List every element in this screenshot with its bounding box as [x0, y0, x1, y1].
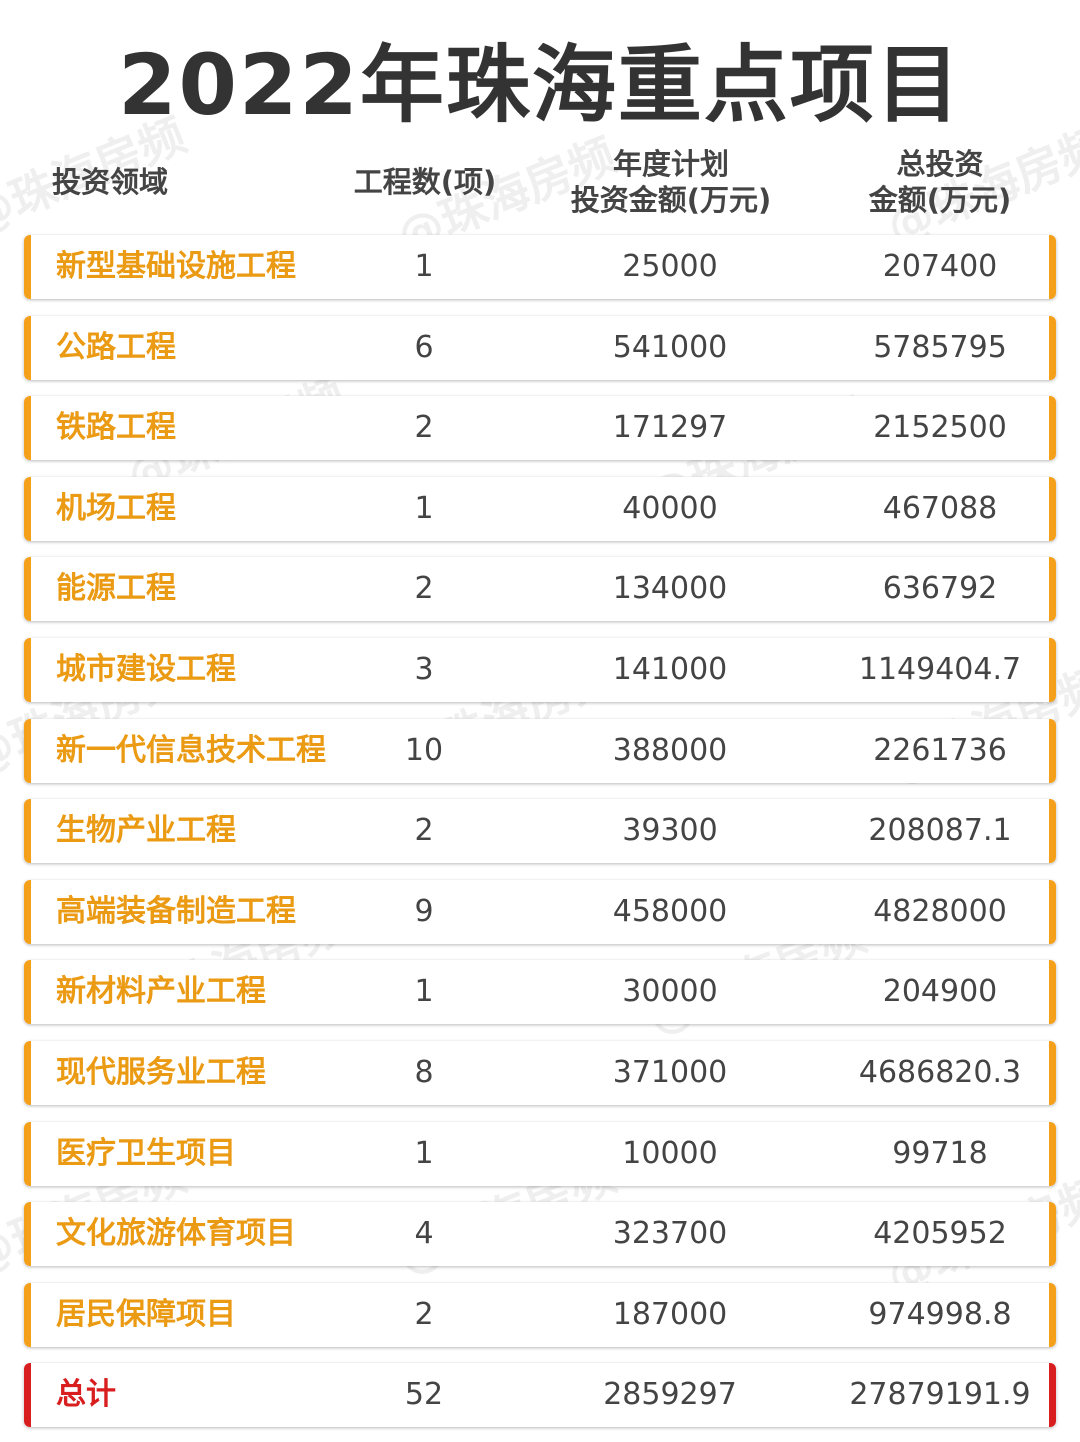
cell-field: 生物产业工程 — [56, 813, 236, 849]
cell-field: 新材料产业工程 — [56, 974, 266, 1010]
table-row-total: 总计 52 2859297 27879191.9 — [24, 1363, 1056, 1428]
cell-total: 5785795 — [873, 329, 1007, 365]
cell-field: 城市建设工程 — [56, 652, 236, 687]
table-row: 新型基础设施工程 1 25000 207400 — [24, 235, 1056, 299]
cell-field: 铁路工程 — [56, 410, 176, 446]
cell-count: 1 — [414, 974, 434, 1010]
header-total-line1: 总投资 — [896, 147, 984, 181]
cell-total: 99718 — [892, 1135, 988, 1171]
cell-total: 4828000 — [873, 893, 1007, 929]
cell-annual: 171297 — [612, 410, 728, 446]
cell-annual: 25000 — [622, 249, 718, 284]
cell-count: 1 — [414, 1135, 434, 1171]
cell-total: 27879191.9 — [849, 1377, 1031, 1413]
table-row: 能源工程 2 134000 636792 — [24, 557, 1056, 622]
cell-annual: 371000 — [612, 1055, 728, 1090]
header-field: 投资领域 — [52, 165, 169, 199]
table-row: 文化旅游体育项目 4 323700 4205952 — [24, 1202, 1056, 1267]
cell-count: 2 — [414, 571, 434, 607]
cell-field: 机场工程 — [56, 490, 176, 526]
table-row: 新一代信息技术工程 10 388000 2261736 — [24, 718, 1056, 783]
cell-field: 能源工程 — [56, 571, 176, 607]
header-annual-line2: 投资金额(万元) — [570, 183, 772, 217]
cell-field: 公路工程 — [56, 329, 176, 365]
cell-total: 636792 — [882, 571, 998, 607]
cell-count: 2 — [414, 813, 434, 849]
cell-count: 52 — [404, 1377, 444, 1413]
cell-field: 文化旅游体育项目 — [56, 1216, 296, 1252]
cell-field: 现代服务业工程 — [56, 1055, 266, 1090]
cell-total: 204900 — [882, 974, 998, 1010]
cell-annual: 40000 — [622, 490, 718, 526]
page-title: 2022年珠海重点项目 — [118, 36, 962, 134]
table-row: 公路工程 6 541000 5785795 — [24, 315, 1056, 380]
cell-count: 2 — [414, 1296, 434, 1332]
cell-annual: 30000 — [622, 974, 718, 1010]
header-total: 总投资 金额(万元) — [830, 146, 1050, 218]
header-count: 工程数(项) — [353, 165, 497, 199]
header-annual: 年度计划 投资金额(万元) — [546, 146, 796, 218]
cell-count: 9 — [414, 893, 434, 929]
table-row: 铁路工程 2 171297 2152500 — [24, 396, 1056, 461]
cell-annual: 39300 — [622, 813, 718, 849]
cell-field: 新型基础设施工程 — [56, 249, 296, 284]
cell-count: 4 — [414, 1216, 434, 1252]
cell-annual: 541000 — [612, 329, 728, 365]
cell-annual: 10000 — [622, 1135, 718, 1171]
table-row: 生物产业工程 2 39300 208087.1 — [24, 799, 1056, 864]
cell-field: 居民保障项目 — [56, 1296, 236, 1332]
cell-count: 6 — [414, 329, 434, 365]
cell-total: 2261736 — [873, 732, 1007, 768]
cell-count: 2 — [414, 410, 434, 446]
cell-total: 1149404.7 — [858, 652, 1022, 687]
cell-annual: 141000 — [612, 652, 728, 687]
cell-annual: 388000 — [612, 732, 728, 768]
cell-total: 467088 — [882, 490, 998, 526]
cell-annual: 134000 — [612, 571, 728, 607]
cell-count: 3 — [414, 652, 434, 687]
cell-annual: 323700 — [612, 1216, 728, 1252]
cell-field: 新一代信息技术工程 — [56, 732, 326, 768]
header-total-line2: 金额(万元) — [868, 183, 1012, 217]
cell-annual: 187000 — [612, 1296, 728, 1332]
table-row: 机场工程 1 40000 467088 — [24, 476, 1056, 541]
cell-field: 医疗卫生项目 — [56, 1135, 236, 1171]
cell-annual: 458000 — [612, 893, 728, 929]
cell-total: 4205952 — [873, 1216, 1007, 1252]
cell-count: 1 — [414, 249, 434, 284]
cell-total: 208087.1 — [868, 813, 1012, 849]
cell-total: 207400 — [882, 249, 998, 284]
table-row: 现代服务业工程 8 371000 4686820.3 — [24, 1041, 1056, 1105]
cell-total: 2152500 — [873, 410, 1007, 446]
cell-field: 高端装备制造工程 — [56, 893, 296, 929]
table-row: 医疗卫生项目 1 10000 99718 — [24, 1121, 1056, 1186]
header-annual-line1: 年度计划 — [612, 147, 729, 181]
table-row: 城市建设工程 3 141000 1149404.7 — [24, 638, 1056, 702]
table-row: 高端装备制造工程 9 458000 4828000 — [24, 879, 1056, 944]
cell-count: 1 — [414, 490, 434, 526]
cell-annual: 2859297 — [603, 1377, 737, 1413]
cell-count: 10 — [404, 732, 444, 768]
cell-field: 总计 — [56, 1377, 116, 1413]
table-row: 居民保障项目 2 187000 974998.8 — [24, 1282, 1056, 1347]
cell-total: 974998.8 — [868, 1296, 1012, 1332]
cell-count: 8 — [414, 1055, 434, 1090]
cell-total: 4686820.3 — [858, 1055, 1022, 1090]
table-row: 新材料产业工程 1 30000 204900 — [24, 960, 1056, 1025]
